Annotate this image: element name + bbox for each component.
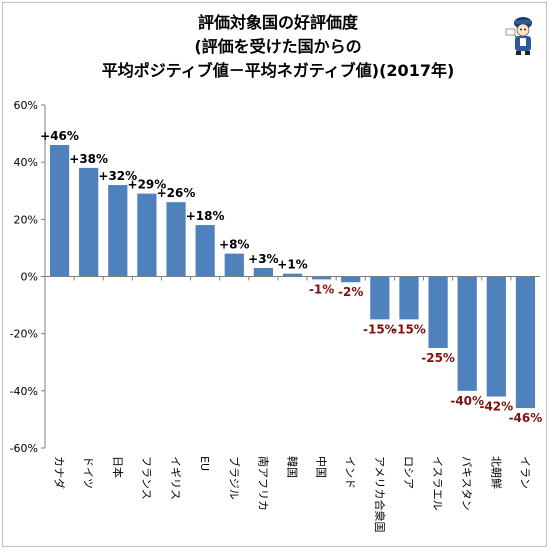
chart-title: 評価対象国の好評価度 (評価を受けた国からの 平均ポジティブ値－平均ネガティブ値… bbox=[43, 11, 513, 83]
data-label: +26% bbox=[157, 186, 196, 200]
bar bbox=[195, 225, 215, 277]
y-tick-label: 40% bbox=[14, 156, 38, 169]
bar bbox=[166, 202, 186, 277]
x-category-label: アメリカ合衆国 bbox=[373, 456, 387, 532]
data-label: +38% bbox=[69, 152, 108, 166]
x-category-label: フランス bbox=[140, 456, 153, 500]
x-category-label: ロシア bbox=[402, 456, 415, 489]
y-tick-label: -20% bbox=[10, 328, 38, 341]
bar bbox=[515, 276, 536, 408]
mascot-icon bbox=[505, 17, 532, 55]
x-category-label: EU bbox=[198, 456, 211, 471]
data-label: -25% bbox=[421, 351, 455, 365]
bar bbox=[224, 253, 244, 277]
x-category-label: 日本 bbox=[111, 456, 125, 478]
title-line-2: (評価を受けた国からの bbox=[194, 37, 362, 56]
bar bbox=[428, 276, 448, 348]
data-label: +3% bbox=[248, 252, 278, 266]
bar bbox=[282, 273, 303, 277]
title-line-1: 評価対象国の好評価度 bbox=[197, 13, 358, 32]
x-category-label: イラン bbox=[518, 456, 531, 489]
bar bbox=[341, 276, 361, 283]
x-category-label: 韓国 bbox=[286, 456, 299, 478]
y-tick-label: 0% bbox=[21, 271, 38, 284]
y-tick-label: 20% bbox=[14, 213, 38, 226]
data-label: +46% bbox=[40, 129, 79, 143]
bar bbox=[486, 276, 506, 397]
bar bbox=[370, 276, 390, 320]
data-label: -2% bbox=[338, 285, 363, 299]
bar bbox=[49, 145, 70, 277]
data-label: -42% bbox=[479, 400, 513, 414]
bar bbox=[79, 167, 99, 277]
data-label: +32% bbox=[98, 169, 137, 183]
title-line-3: 平均ポジティブ値－平均ネガティブ値)(2017年) bbox=[101, 61, 455, 80]
data-label: +8% bbox=[219, 238, 249, 252]
x-category-label: カナダ bbox=[53, 456, 67, 489]
x-category-label: 中国 bbox=[315, 456, 328, 478]
x-category-label: イギリス bbox=[169, 456, 182, 500]
bar bbox=[108, 185, 128, 277]
data-label: +18% bbox=[186, 209, 225, 223]
data-label: +29% bbox=[128, 178, 167, 192]
data-label: -15% bbox=[392, 322, 426, 336]
data-label: +1% bbox=[277, 258, 307, 272]
x-category-label: インド bbox=[344, 456, 357, 489]
bar bbox=[312, 276, 332, 280]
bar bbox=[137, 193, 157, 277]
data-label: -1% bbox=[309, 282, 334, 296]
y-tick-label: 60% bbox=[14, 99, 38, 112]
data-label: -46% bbox=[509, 411, 543, 425]
bar bbox=[253, 267, 273, 277]
x-category-label: 北朝鮮 bbox=[489, 456, 503, 489]
x-category-label: ドイツ bbox=[82, 456, 95, 489]
x-category-label: イスラエル bbox=[431, 456, 444, 511]
x-category-label: パキスタン bbox=[460, 456, 473, 511]
x-category-label: ブラジル bbox=[227, 456, 241, 500]
y-tick-label: -40% bbox=[10, 385, 38, 398]
bar bbox=[399, 276, 419, 320]
x-category-label: 南アフリカ bbox=[256, 456, 269, 511]
bar bbox=[457, 276, 477, 391]
data-label: -15% bbox=[363, 322, 397, 336]
y-tick-label: -60% bbox=[10, 442, 38, 455]
data-label: -40% bbox=[450, 394, 484, 408]
